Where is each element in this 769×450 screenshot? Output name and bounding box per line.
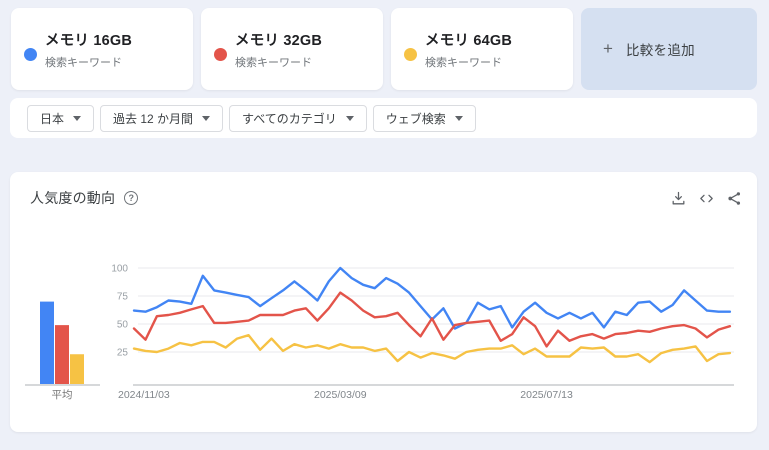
filter-searchtype-dropdown[interactable]: ウェブ検索 xyxy=(372,104,476,132)
add-comparison-label: 比較を追加 xyxy=(625,43,695,58)
help-icon[interactable]: ? xyxy=(124,191,139,205)
trends-line-chart[interactable]: 25 50 75 100 2024/11/03 2025/03/09 2025/07/13 平… xyxy=(10,172,757,432)
interest-over-time-card: 人気度の動向 ? 25 50 75 100 2024/11/03 2025/03/09 20… xyxy=(10,172,757,432)
series-dot-blue xyxy=(24,47,37,61)
chart-title: 人気度の動向 xyxy=(30,190,116,206)
embed-code-icon[interactable] xyxy=(698,190,715,207)
svg-text:2025/03/09: 2025/03/09 xyxy=(314,389,367,401)
add-comparison-button[interactable]: + 比較を追加 xyxy=(581,8,757,90)
filter-region-label: 日本 xyxy=(40,111,65,126)
svg-text:25: 25 xyxy=(117,348,129,359)
svg-text:75: 75 xyxy=(117,292,129,303)
download-icon[interactable] xyxy=(670,190,687,207)
svg-text:50: 50 xyxy=(117,320,129,331)
filter-category-dropdown[interactable]: すべてのカテゴリ xyxy=(229,104,367,132)
term-card-memory-32gb[interactable]: メモリ 32GB 検索キーワード xyxy=(201,8,383,90)
svg-text:2025/07/13: 2025/07/13 xyxy=(520,389,573,401)
series-dot-yellow xyxy=(404,47,417,61)
share-icon[interactable] xyxy=(726,190,743,207)
plus-icon: + xyxy=(603,39,613,58)
filter-bar: 日本 過去 12 か月間 すべてのカテゴリ ウェブ検索 xyxy=(10,98,757,138)
series-dot-red xyxy=(214,47,227,61)
chevron-down-icon xyxy=(73,116,82,121)
term-type-label: 検索キーワード xyxy=(45,56,122,69)
term-label: メモリ 16GB xyxy=(45,32,133,49)
chevron-down-icon xyxy=(202,116,211,121)
svg-text:100: 100 xyxy=(111,264,128,275)
filter-region-dropdown[interactable]: 日本 xyxy=(27,104,95,132)
term-type-label: 検索キーワード xyxy=(235,56,312,69)
svg-text:2024/11/03: 2024/11/03 xyxy=(118,389,170,401)
filter-category-label: すべてのカテゴリ xyxy=(242,111,337,126)
term-label: メモリ 32GB xyxy=(235,32,323,49)
chevron-down-icon xyxy=(454,116,463,121)
filter-timerange-label: 過去 12 か月間 xyxy=(113,111,194,126)
filter-timerange-dropdown[interactable]: 過去 12 か月間 xyxy=(100,104,224,132)
term-card-memory-16gb[interactable]: メモリ 16GB 検索キーワード xyxy=(11,8,193,90)
term-card-memory-64gb[interactable]: メモリ 64GB 検索キーワード xyxy=(391,8,573,90)
term-label: メモリ 64GB xyxy=(425,32,513,49)
term-type-label: 検索キーワード xyxy=(425,56,502,69)
chevron-down-icon xyxy=(345,116,354,121)
filter-searchtype-label: ウェブ検索 xyxy=(385,111,446,126)
svg-text:平均: 平均 xyxy=(52,389,73,401)
